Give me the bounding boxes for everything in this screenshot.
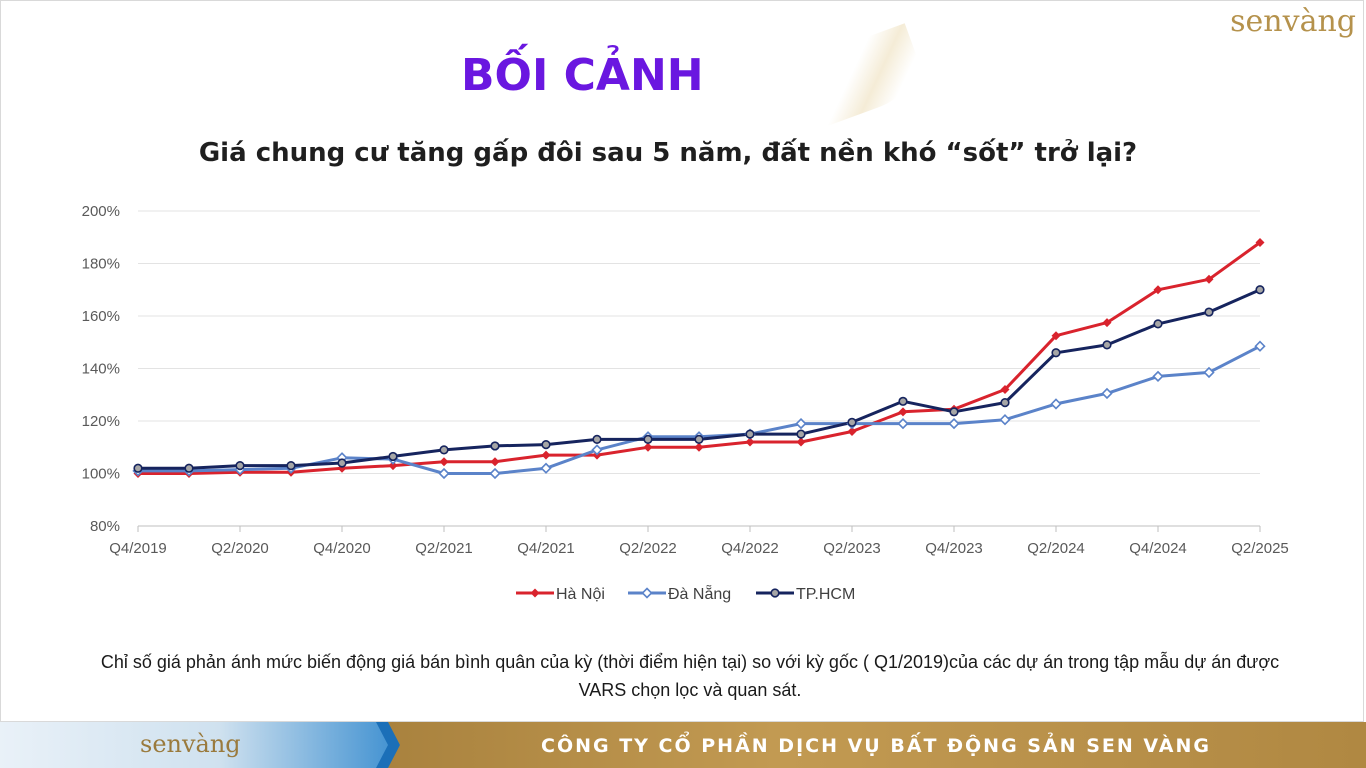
x-tick-label: Q4/2024 [1129,540,1187,557]
data-point [1000,385,1010,394]
data-point [541,440,551,450]
data-point [235,461,245,471]
x-tick-label: Q2/2024 [1027,540,1085,557]
data-point [999,414,1011,426]
data-point [1255,238,1265,247]
page-title: BỐI CẢNH [461,50,704,101]
data-point [847,427,857,436]
data-point [438,467,450,480]
data-point [1051,331,1061,341]
footer-left-panel [0,722,400,768]
chart-note-line-2: VARS chọn lọc và quan sát. [578,680,802,700]
data-point [796,429,806,439]
data-point [898,407,908,417]
x-tick-label: Q2/2020 [211,540,269,557]
chart-note: Chỉ số giá phản ánh mức biến động giá bá… [20,648,1360,704]
data-point [1152,370,1164,383]
data-point [1102,318,1112,328]
y-tick-label: 140% [82,361,120,378]
data-point [1050,398,1062,410]
data-point [949,407,959,417]
data-point [694,442,704,452]
footer-company-name: CÔNG TY CỔ PHẦN DỊCH VỤ BẤT ĐỘNG SẢN SEN… [541,735,1211,757]
data-point [439,445,449,455]
data-point [897,417,909,430]
x-tick-label: Q2/2023 [823,540,881,557]
data-point [286,461,296,471]
data-point [694,434,704,444]
y-tick-label: 80% [90,518,120,535]
data-point [439,457,449,467]
data-point [1254,340,1266,352]
data-point [541,450,551,460]
data-point [1153,285,1163,295]
data-point [641,587,653,599]
data-point [948,417,960,430]
data-point [1153,319,1163,329]
data-point [591,444,603,456]
y-tick-label: 160% [82,308,120,325]
x-tick-label: Q4/2022 [721,540,779,557]
series-line [138,344,1261,475]
x-tick-label: Q4/2023 [925,540,983,557]
data-point [388,461,398,471]
data-point [592,434,602,444]
data-point [489,467,501,480]
data-point [1204,274,1214,284]
y-tick-label: 180% [82,256,120,273]
legend-label: Đà Nẵng [668,584,731,603]
x-tick-label: Q2/2021 [415,540,473,557]
data-point [133,463,143,473]
slide-frame [0,0,1364,722]
x-tick-label: Q4/2021 [517,540,575,557]
footer-logo: senvàng [140,730,241,758]
data-point [1255,285,1265,295]
data-point [540,462,552,474]
y-tick-label: 200% [82,203,120,220]
data-point [490,457,500,467]
x-tick-label: Q2/2025 [1231,540,1289,557]
data-point [1101,387,1113,400]
brand-logo: senvàng [1230,4,1356,39]
chart-title: Giá chung cư tăng gấp đôi sau 5 năm, đất… [198,138,1138,168]
y-tick-label: 100% [82,466,120,483]
data-point [490,441,500,451]
data-point [1203,366,1215,379]
legend-label: Hà Nội [556,586,605,603]
data-point [745,437,755,447]
x-tick-label: Q4/2019 [109,540,167,557]
data-point [1000,398,1010,408]
data-point [847,417,857,427]
legend-label: TP.HCM [796,586,855,603]
data-point [388,451,398,462]
data-point [795,417,807,430]
data-point [1204,307,1214,317]
data-point [337,458,347,468]
data-point [745,429,755,439]
x-tick-label: Q2/2022 [619,540,677,557]
chart-note-line-1: Chỉ số giá phản ánh mức biến động giá bá… [100,652,1280,672]
data-point [796,437,806,447]
data-point [1051,348,1061,358]
price-index-chart: 80% 100% 120% 140% 160% 180% 200% Q4/2019 Q2/202… [82,203,1289,603]
data-point [898,396,908,406]
data-point [643,442,653,452]
footer-right-panel [386,722,1366,768]
data-point [770,588,780,598]
data-point [530,588,540,598]
data-point [1102,340,1112,350]
x-tick-label: Q4/2020 [313,540,371,557]
y-tick-label: 120% [82,413,120,430]
data-point [643,434,653,444]
data-point [184,463,194,473]
